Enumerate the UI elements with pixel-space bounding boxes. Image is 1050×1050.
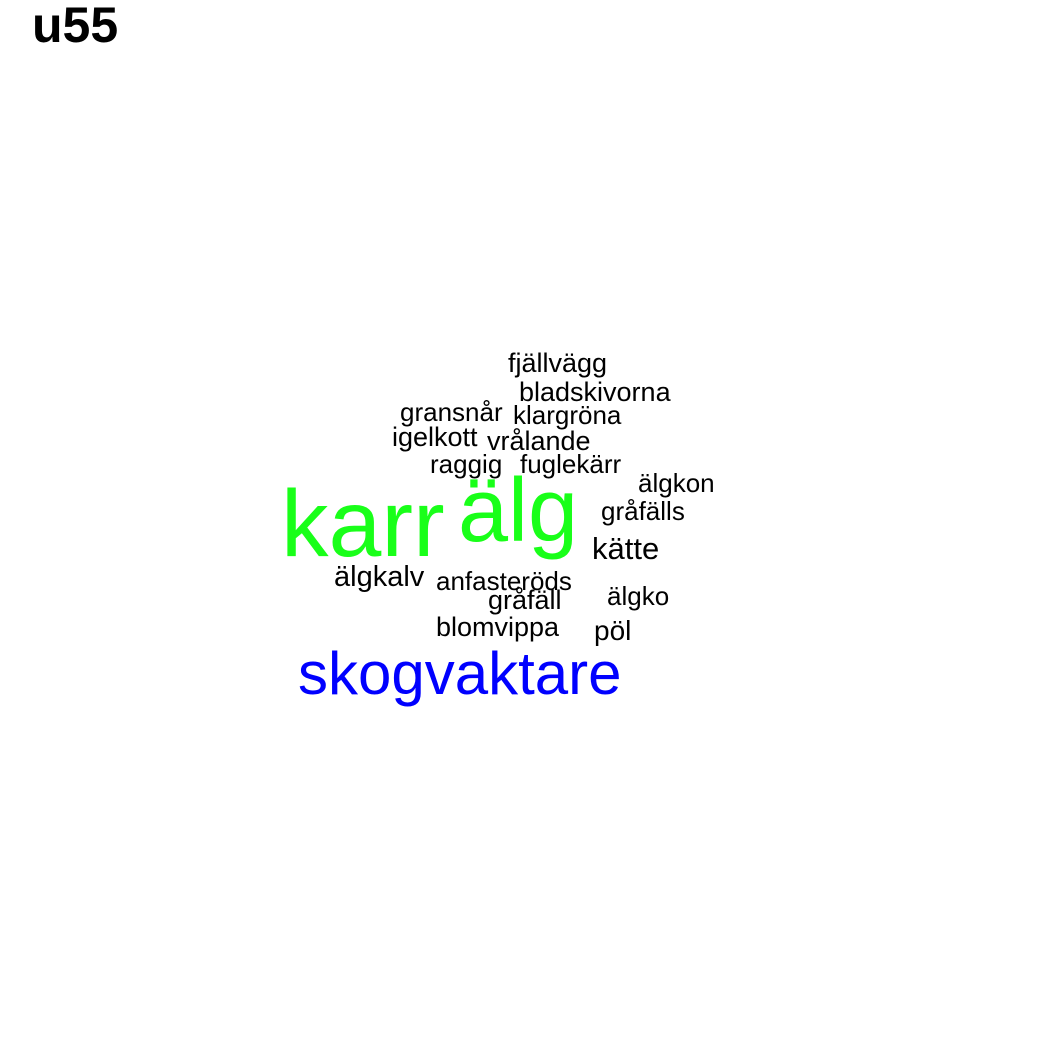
word-alg: älg: [458, 461, 579, 561]
word-klargrona: klargröna: [513, 400, 622, 430]
word-fuglekarr: fuglekärr: [520, 449, 622, 479]
word-vralande: vrålande: [487, 426, 591, 456]
word-blomvippa: blomvippa: [436, 612, 560, 642]
word-fjallvagg: fjällvägg: [508, 348, 608, 378]
word-katte: kätte: [592, 531, 660, 566]
word-raggig: raggig: [430, 449, 503, 479]
word-bladskivorna: bladskivorna: [519, 377, 671, 407]
word-gransnar: gransnår: [400, 397, 503, 427]
word-karr: karr: [281, 471, 445, 577]
word-anfasterods: anfasteröds: [436, 566, 572, 596]
word-algkalv: älgkalv: [334, 561, 425, 593]
word-grafall: gråfäll: [488, 585, 562, 615]
word-algko: älgko: [607, 581, 670, 611]
word-igelkott: igelkott: [392, 422, 478, 452]
word-grafalls: gråfälls: [601, 496, 685, 526]
page-title: u55: [32, 0, 119, 53]
word-skogvaktare: skogvaktare: [298, 640, 622, 707]
word-algkon: älgkon: [638, 468, 715, 498]
word-pol: pöl: [594, 615, 632, 646]
